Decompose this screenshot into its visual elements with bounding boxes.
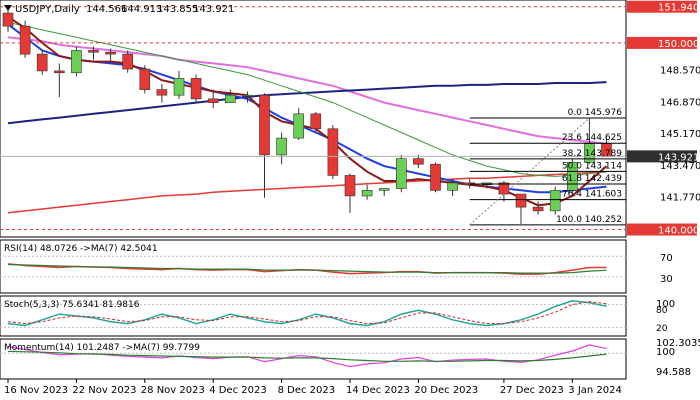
candle-body: [105, 51, 116, 55]
collapse-triangle-icon[interactable]: [4, 5, 12, 11]
stoch-level-80: 80: [656, 306, 668, 316]
price-tick: 141.770: [660, 193, 700, 204]
price-tick: 146.870: [660, 97, 700, 108]
candle-body: [190, 78, 202, 100]
price-tick: 145.170: [660, 129, 700, 140]
date-label: 14 Dec 2023: [346, 385, 410, 396]
candle-body: [88, 50, 99, 53]
candle-body: [532, 206, 544, 212]
moving-average-green_ma: [7, 21, 607, 177]
candle-body: [395, 158, 407, 189]
rsi-level-30: 30: [660, 274, 673, 285]
date-label: 28 Nov 2023: [141, 385, 205, 396]
fib-label: 61.8 142.439: [562, 174, 622, 184]
fib-label: 100.0 140.252: [556, 215, 622, 225]
date-label: 27 Dec 2023: [500, 385, 564, 396]
candle-body: [259, 94, 270, 156]
date-label: 8 Dec 2023: [278, 385, 336, 396]
candle-body: [71, 50, 82, 74]
candle-body: [310, 113, 322, 130]
fib-trend-line: [469, 117, 590, 226]
moving-average-pink: [7, 36, 607, 145]
candle-body: [19, 25, 31, 55]
stoch-pane: [0, 295, 627, 337]
symbol-label: USDJPY,Daily: [15, 4, 80, 15]
candle-body: [549, 190, 561, 212]
fib-label: 0.0 145.976: [568, 108, 623, 118]
date-axis: 16 Nov 2023 22 Nov 2023 28 Nov 2023 4 Dec 2…: [4, 379, 622, 396]
momentum-level-bottom: 94.588: [656, 367, 691, 378]
price-tag-bg: [627, 223, 697, 236]
candle-body: [430, 163, 441, 191]
momentum-title: Momentum(14) 101.2487 ->MA(7) 99.7799: [4, 343, 200, 353]
price-axis: 151.940 150.000 148.570 146.870 145.170 143.9…: [0, 0, 700, 237]
candle-body: [2, 12, 14, 27]
price-tag-bg: [627, 0, 697, 13]
candle-body: [173, 78, 185, 96]
candle-body: [225, 94, 236, 103]
fib-label: 23.6 144.625: [562, 133, 622, 143]
current-price-label: 143.921: [658, 152, 699, 163]
fib-label: 50.0 143.114: [562, 161, 622, 171]
rsi-title: RSI(14) 48.0726 ->MA(7) 42.5041: [4, 244, 158, 254]
momentum-pane: [0, 338, 627, 380]
momentum-level-top: 102.3035: [656, 338, 700, 349]
ohlc-open: 144.566: [86, 4, 127, 15]
candle-body: [378, 188, 390, 191]
candle-body: [156, 89, 168, 96]
candle-body: [498, 182, 510, 195]
ohlc-high: 144.913: [121, 4, 162, 15]
stoch-title: Stoch(5,3,3) 75.6341 81.9816: [4, 300, 140, 310]
candle-body: [207, 98, 219, 103]
fib-label: 38.2 143.789: [562, 149, 622, 159]
candle-body: [515, 193, 527, 208]
moving-average-navy: [7, 81, 607, 125]
rsi-plot: [0, 255, 626, 278]
candle-body: [447, 182, 458, 191]
price-tick: 143.470: [660, 161, 700, 172]
current-price-bg: [627, 150, 697, 163]
ohlc-low: 143.855: [157, 4, 198, 15]
date-label: 16 Nov 2023: [4, 385, 68, 396]
candle-body: [361, 190, 373, 197]
ohlc-close: 143.921: [193, 4, 234, 15]
candle-body: [566, 162, 578, 191]
price-tag-bg: [627, 36, 697, 49]
candle-body: [276, 137, 287, 156]
fib-label: 76.4 141.603: [562, 190, 622, 200]
stoch-plot: [0, 300, 626, 328]
fibonacci-levels: 0.0 145.976 23.6 144.625 38.2 143.789 50.0 …: [469, 108, 626, 226]
candle-body: [122, 53, 133, 70]
candle-body: [413, 158, 424, 165]
date-label: 4 Dec 2023: [209, 385, 267, 396]
candle-body: [327, 128, 339, 176]
candle-body: [344, 175, 356, 197]
candle-body: [293, 113, 305, 139]
series-line-1: [7, 301, 607, 325]
price-tag: 140.000: [658, 226, 699, 237]
date-label: 3 Jan 2024: [568, 385, 622, 396]
rsi-level-70: 70: [660, 253, 673, 264]
date-label: 20 Dec 2023: [414, 385, 478, 396]
stoch-level-20: 20: [656, 324, 668, 334]
stoch-level-100: 100: [656, 299, 675, 310]
symbol-header: USDJPY,Daily 144.566 144.913 143.855 143…: [4, 4, 234, 15]
series-line-1: [7, 263, 607, 274]
candle-body: [36, 53, 48, 72]
series-line-1: [7, 350, 607, 362]
momentum-level-100: 100: [656, 347, 675, 358]
price-tag: 150.000: [658, 39, 699, 50]
date-label: 22 Nov 2023: [72, 385, 136, 396]
candle-body: [242, 94, 253, 97]
price-tick: 148.570: [660, 66, 700, 77]
candle-body: [53, 70, 65, 74]
candle-body: [139, 68, 151, 90]
momentum-plot: [0, 344, 626, 368]
moving-average-red_ma: [7, 170, 607, 214]
price-tag: 151.940: [658, 3, 699, 14]
